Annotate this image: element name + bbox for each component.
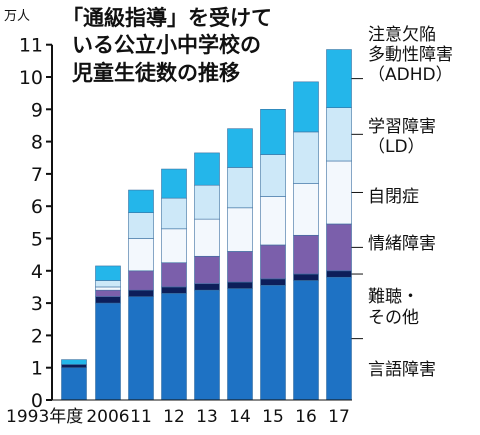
bar-segment [293,131,319,184]
bar-segment [227,281,253,289]
bar-segment [326,270,352,278]
bar-segment [61,367,87,401]
bar-segment [293,273,319,281]
legend-label: 注意欠陥 [368,25,436,45]
bar-segment [293,183,319,236]
bar-segment [161,228,187,264]
y-tick-label: 11 [19,35,43,57]
legend-label: 難聴・ [368,287,419,307]
bar-segment [95,296,121,304]
y-tick-label: 1 [31,358,43,380]
y-tick-label: 2 [31,325,43,347]
y-axis: 0 1 2 3 4 5 6 7 8 9 10 11 [19,35,53,412]
bar-segment [95,289,121,297]
bar-segment [227,167,253,209]
bar-segment [326,276,352,401]
x-tick-label: 14 [229,407,251,427]
bar-segment [161,293,187,401]
legend-label: 多動性障害 [368,45,453,65]
x-tick-label: 1993年度 [6,407,83,427]
y-tick-label: 0 [31,390,43,412]
bar-segment [227,288,253,401]
bar-segment [128,270,154,291]
legend-label: （LD） [368,137,425,157]
bar-segment [260,154,286,197]
y-tick-label: 6 [31,196,43,218]
bar-segment [260,244,286,280]
bar-segment [128,189,154,213]
bar-segment [128,212,154,239]
chart-title-line: いる公立小中学校の [72,33,261,57]
x-tick-label: 17 [328,407,350,427]
bar-segment [95,302,121,401]
bar-segment [95,280,121,288]
bar-segment [161,197,187,230]
bar-segment [260,285,286,401]
bar-segment [227,207,253,252]
chart-title-line: 児童生徒数の推移 [71,61,240,85]
legend-label: 情緒障害 [368,234,436,254]
bar-segment [293,81,319,133]
y-tick-label: 5 [31,229,43,251]
bar-segment [227,128,253,168]
bar-segment [260,278,286,286]
bar-segment [260,109,286,155]
bar-segment [227,251,253,283]
x-tick-label: 16 [295,407,317,427]
bar-segment [95,265,121,281]
bar-segment [194,255,220,285]
x-tick-label: 11 [130,407,152,427]
bar-segment [95,286,121,291]
bar-segment [161,168,187,199]
x-axis: 1993年度 2006 11 12 13 14 15 16 17 [6,399,352,427]
bar-segment [293,280,319,401]
y-tick-label: 10 [19,67,43,89]
bar-segment [194,152,220,186]
unit-label: 万人 [4,9,30,24]
legend-label: 言語障害 [368,360,436,380]
y-tick-label: 8 [31,132,43,154]
x-tick-label: 13 [196,407,218,427]
y-tick-label: 7 [31,164,43,186]
bar-segment [61,359,87,365]
bar-segment [326,223,352,272]
bar-segment [194,289,220,401]
y-tick-label: 3 [31,293,43,315]
bar-segment [128,238,154,272]
chart-title-line: 「通級指導」を受けて [62,6,272,30]
bar-segment [128,296,154,401]
bars [61,49,352,401]
bar-segment [260,196,286,246]
legend-label: その他 [368,308,419,328]
y-tick-label: 4 [31,261,43,283]
bar-segment [161,286,187,294]
legend-label: 学習障害 [368,117,436,137]
x-tick-label: 15 [262,407,284,427]
bar-segment [194,218,220,257]
bar-segment [194,283,220,291]
bar-segment [61,364,87,369]
bar-segment [293,234,319,275]
bar-segment [194,184,220,220]
bar-segment [326,107,352,162]
legend-label: （ADHD） [368,65,453,85]
legend-label: 自閉症 [368,187,419,207]
x-tick-label: 2006 [86,407,129,427]
bar-segment [128,289,154,297]
bar-segment [161,262,187,288]
x-tick-label: 12 [163,407,185,427]
y-tick-label: 9 [31,99,43,121]
bar-segment [326,160,352,225]
bar-segment [326,49,352,108]
